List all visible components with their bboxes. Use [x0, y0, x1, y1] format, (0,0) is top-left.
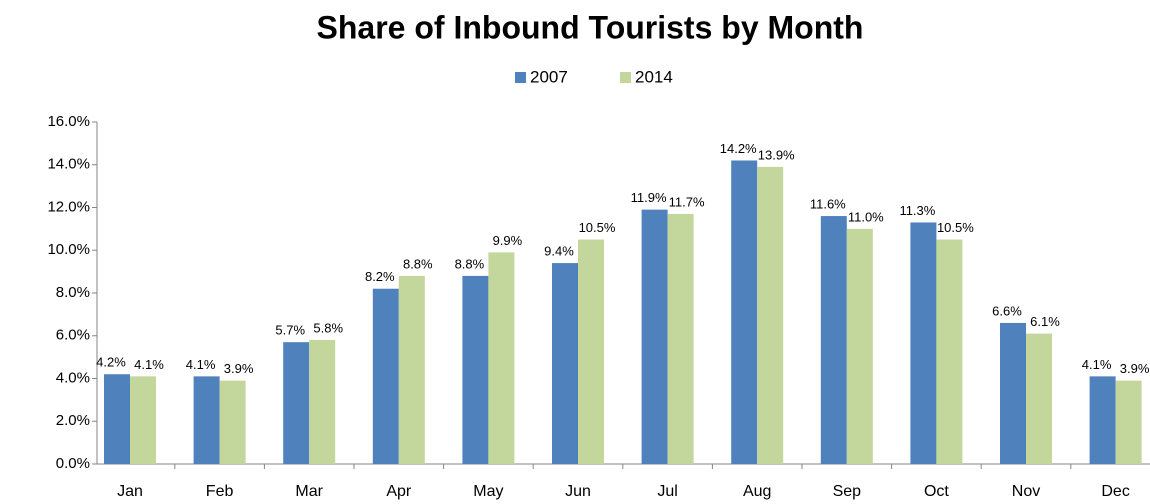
x-tick-label: Aug — [743, 483, 771, 500]
y-tick-label: 6.0% — [56, 327, 90, 344]
bar — [820, 216, 847, 464]
x-tick-label: Jul — [657, 483, 677, 500]
bar — [130, 376, 156, 464]
bar — [462, 275, 489, 464]
bar — [641, 209, 668, 464]
data-label: 4.2% — [96, 355, 126, 370]
x-tick-label: Jan — [117, 483, 143, 500]
data-label: 4.1% — [186, 357, 216, 372]
bar — [309, 340, 336, 464]
bar — [552, 263, 578, 464]
bar — [283, 342, 310, 464]
bar — [1026, 333, 1052, 464]
bar — [578, 239, 604, 464]
bar — [731, 160, 758, 464]
bar — [1000, 322, 1026, 464]
data-label: 11.3% — [899, 203, 935, 218]
x-tick-label: Jun — [565, 483, 591, 500]
bar — [667, 213, 694, 464]
bar — [398, 275, 425, 464]
x-tick-label: Oct — [924, 483, 949, 500]
data-label: 11.7% — [669, 194, 705, 209]
bar — [104, 374, 130, 464]
data-label: 5.7% — [275, 323, 305, 338]
x-tick-label: Sep — [833, 483, 862, 500]
y-tick-label: 0.0% — [56, 455, 90, 472]
x-tick-label: May — [473, 483, 503, 500]
data-label: 6.1% — [1030, 314, 1060, 329]
bar — [488, 252, 515, 464]
data-label: 13.9% — [758, 147, 795, 162]
bar — [936, 239, 963, 464]
bar — [1089, 376, 1116, 464]
x-tick-label: Nov — [1012, 483, 1040, 500]
legend-label: 2007 — [530, 67, 568, 86]
x-tick-label: Dec — [1101, 483, 1129, 500]
legend-swatch — [515, 72, 526, 83]
chart-title: Share of Inbound Tourists by Month — [317, 9, 864, 45]
data-label: 4.1% — [134, 357, 164, 372]
data-label: 8.8% — [403, 256, 433, 271]
data-label: 8.2% — [365, 269, 395, 284]
x-tick-label: Mar — [295, 483, 323, 500]
x-tick-label: Feb — [206, 483, 234, 500]
bar — [1115, 380, 1142, 464]
data-label: 5.8% — [313, 320, 343, 335]
x-tick-label: Apr — [386, 483, 412, 500]
y-tick-label: 12.0% — [47, 198, 90, 215]
bar — [757, 166, 784, 464]
data-label: 11.9% — [631, 190, 667, 205]
data-label: 3.9% — [1120, 361, 1150, 376]
data-label: 8.8% — [455, 256, 485, 271]
legend-label: 2014 — [635, 67, 673, 86]
data-label: 10.5% — [579, 220, 616, 235]
data-label: 14.2% — [720, 141, 757, 156]
bar — [910, 222, 937, 464]
data-label: 11.6% — [810, 196, 846, 211]
y-tick-label: 16.0% — [47, 113, 90, 130]
bar — [193, 376, 220, 464]
data-label: 6.6% — [992, 303, 1022, 318]
data-label: 3.9% — [224, 361, 254, 376]
data-label: 4.1% — [1082, 357, 1112, 372]
y-tick-label: 4.0% — [56, 369, 90, 386]
data-label: 10.5% — [937, 220, 974, 235]
y-tick-label: 14.0% — [47, 156, 90, 173]
data-label: 9.9% — [493, 233, 523, 248]
y-tick-label: 10.0% — [47, 241, 90, 258]
y-tick-label: 8.0% — [56, 284, 90, 301]
data-label: 9.4% — [544, 244, 574, 259]
bar — [846, 228, 873, 464]
data-label: 11.0% — [848, 209, 884, 224]
legend-swatch — [620, 72, 631, 83]
y-tick-label: 2.0% — [56, 412, 90, 429]
bar — [372, 288, 399, 464]
bar — [219, 380, 246, 464]
